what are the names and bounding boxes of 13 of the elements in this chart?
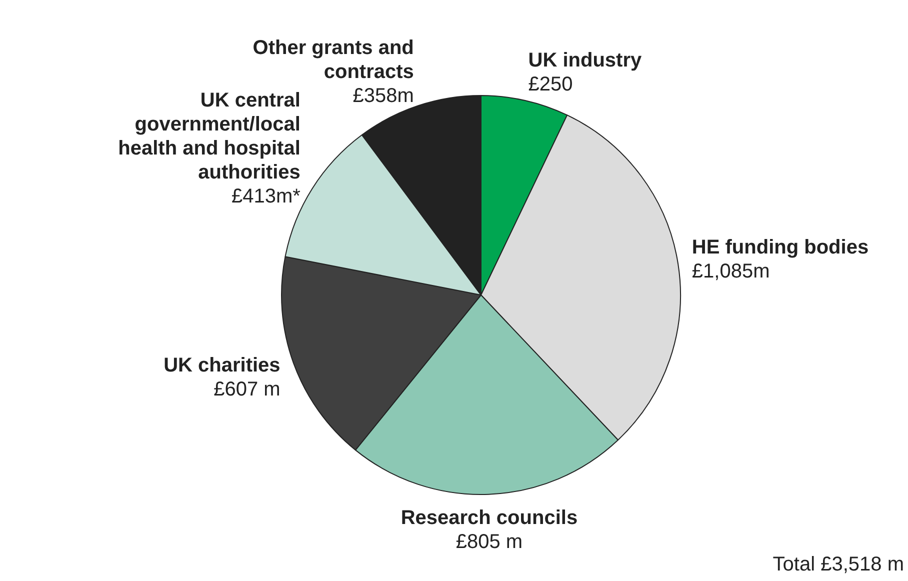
slice-label: HE funding bodies [692, 236, 869, 258]
data-label: £250 [528, 73, 573, 96]
slice-label: UK charities [164, 354, 280, 376]
data-label: £607 m [214, 378, 280, 400]
slice-label: Research councils [400, 506, 578, 529]
data-label: £358m [352, 84, 414, 107]
slice-label: UK industry [528, 49, 642, 72]
slice-label: Other grants and contracts [252, 36, 414, 83]
data-label: £805 m [456, 530, 523, 553]
data-label: £413m* [231, 186, 301, 208]
data-label: £1,085m [692, 260, 770, 282]
slice-label: UK central government/local health and hospital authorities [118, 90, 300, 184]
text: Total £3,518 m [772, 554, 904, 576]
